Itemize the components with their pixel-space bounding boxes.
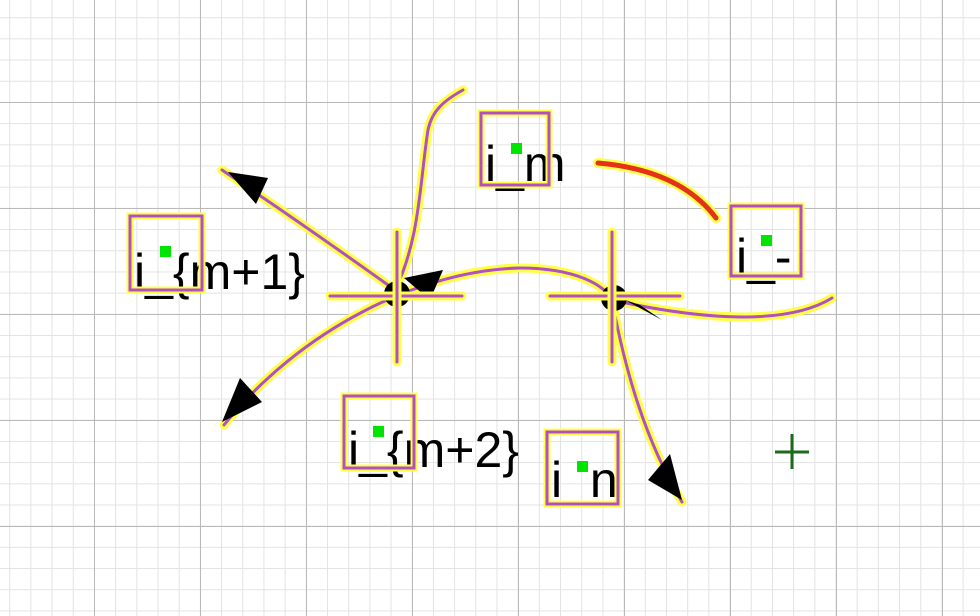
selection-handle-icon — [577, 461, 588, 472]
vertex-left[interactable] — [325, 227, 467, 367]
label-i-m-plus-2[interactable]: i_{m+2} — [340, 392, 519, 478]
label-i-n-text: i_n — [551, 452, 618, 508]
selection-handle-icon — [511, 143, 522, 154]
edge-left-vertex-to-top[interactable] — [390, 85, 468, 295]
label-i-n-plus-1[interactable]: i_- — [727, 202, 805, 285]
selection-handle-icon — [761, 235, 772, 246]
edge-right-vertex-to-right[interactable] — [607, 293, 837, 322]
label-i-m-plus-1[interactable]: i_{m+1} — [126, 212, 305, 300]
arrowhead-down-right — [648, 454, 682, 500]
arrowhead-upper-left — [228, 172, 268, 204]
edge-lower-left-to-right-vertex-arc[interactable] — [219, 263, 617, 430]
arrowhead-lower-left — [222, 378, 262, 422]
crosshair-plus-icon — [775, 434, 809, 469]
selection-handle-icon — [373, 426, 384, 437]
edge-red-curve[interactable] — [593, 158, 721, 223]
selection-handle-icon — [160, 246, 171, 257]
label-i-n[interactable]: i_n — [543, 428, 622, 508]
label-i-m[interactable]: i_m — [477, 109, 566, 192]
vertex-right[interactable] — [545, 227, 685, 367]
